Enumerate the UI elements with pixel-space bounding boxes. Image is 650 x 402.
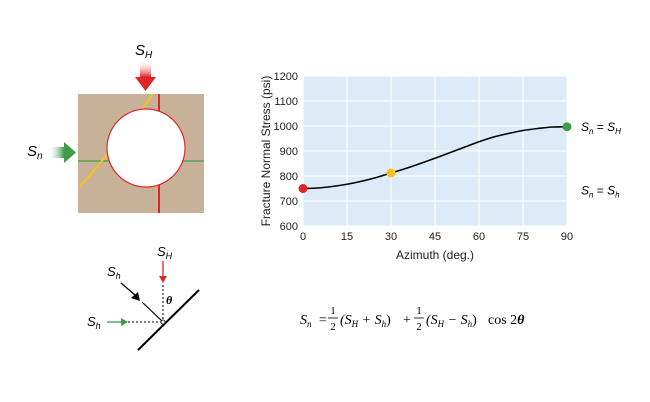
x-tick-label: 30 xyxy=(385,231,397,243)
wellbore-diagram: SH Sn xyxy=(27,42,204,213)
eq-cos: cos 2θ xyxy=(488,313,525,328)
grid-lines xyxy=(302,75,568,227)
sn-label: Sn xyxy=(27,143,43,162)
y-tick-labels: 600 700 800 900 1000 1100 1200 xyxy=(274,71,298,233)
x-tick-label: 60 xyxy=(473,231,485,243)
sH-small-label: SH xyxy=(157,244,173,261)
eq-half1-num: 1 xyxy=(330,305,336,317)
x-tick-label: 0 xyxy=(300,231,306,243)
sh-left-label: Sh xyxy=(87,314,101,331)
sh-diag-arrow xyxy=(120,282,136,296)
eq-term2: (SH − Sh) xyxy=(426,313,477,329)
eq-equals: = xyxy=(319,313,327,328)
annotation-1: Sn = Sh xyxy=(581,184,620,200)
normal-line xyxy=(141,301,164,323)
sH-arrow xyxy=(135,60,156,91)
sH-label: SH xyxy=(135,42,153,61)
annotation-0: Sn = SH xyxy=(581,120,621,136)
fracture-angle-diagram: SH Sh Sh θ xyxy=(87,244,200,351)
y-axis-label: Fracture Normal Stress (psi) xyxy=(259,76,273,227)
fracture-plane xyxy=(137,289,200,351)
stress-equation: Sn = 1 2 (SH + Sh) + 1 2 (SH − Sh) cos 2… xyxy=(300,305,525,333)
annotations: Sn = SH Sn = Sh xyxy=(581,120,621,200)
y-tick-label: 600 xyxy=(280,221,298,233)
data-point-0 xyxy=(298,184,308,193)
sh-left-arrowhead xyxy=(121,318,128,326)
eq-plus: + xyxy=(403,313,411,328)
x-tick-label: 90 xyxy=(561,231,573,243)
stress-curve xyxy=(302,125,568,190)
x-tick-labels: 0 15 30 45 60 75 90 xyxy=(300,231,573,243)
eq-half2-num: 1 xyxy=(416,305,422,317)
borehole xyxy=(106,108,186,188)
pivot-dot xyxy=(160,319,166,325)
sh-diag-arrowhead xyxy=(131,292,140,301)
y-tick-label: 800 xyxy=(280,171,298,183)
data-point-1 xyxy=(386,168,396,178)
sn-arrow xyxy=(48,142,76,163)
eq-lhs: Sn xyxy=(300,313,312,329)
x-axis-label: Azimuth (deg.) xyxy=(396,248,474,262)
eq-half1-den: 2 xyxy=(330,321,336,333)
x-tick-label: 15 xyxy=(341,231,353,243)
theta-label: θ xyxy=(166,293,173,307)
y-tick-label: 700 xyxy=(280,196,298,208)
data-points xyxy=(298,122,572,193)
y-tick-label: 1100 xyxy=(274,96,298,108)
stress-chart: 0 15 30 45 60 75 90 600 700 800 900 1000 1100 1200 A… xyxy=(259,71,621,262)
sH-small-arrowhead xyxy=(159,276,167,283)
y-tick-label: 900 xyxy=(280,146,298,158)
data-point-2 xyxy=(562,122,572,132)
eq-term1: (SH + Sh) xyxy=(340,313,391,329)
x-tick-label: 45 xyxy=(429,231,441,243)
y-tick-label: 1200 xyxy=(274,71,298,83)
eq-half2-den: 2 xyxy=(416,321,422,333)
x-tick-label: 75 xyxy=(517,231,529,243)
sh-diag-label: Sh xyxy=(107,264,121,281)
y-tick-label: 1000 xyxy=(274,121,298,133)
